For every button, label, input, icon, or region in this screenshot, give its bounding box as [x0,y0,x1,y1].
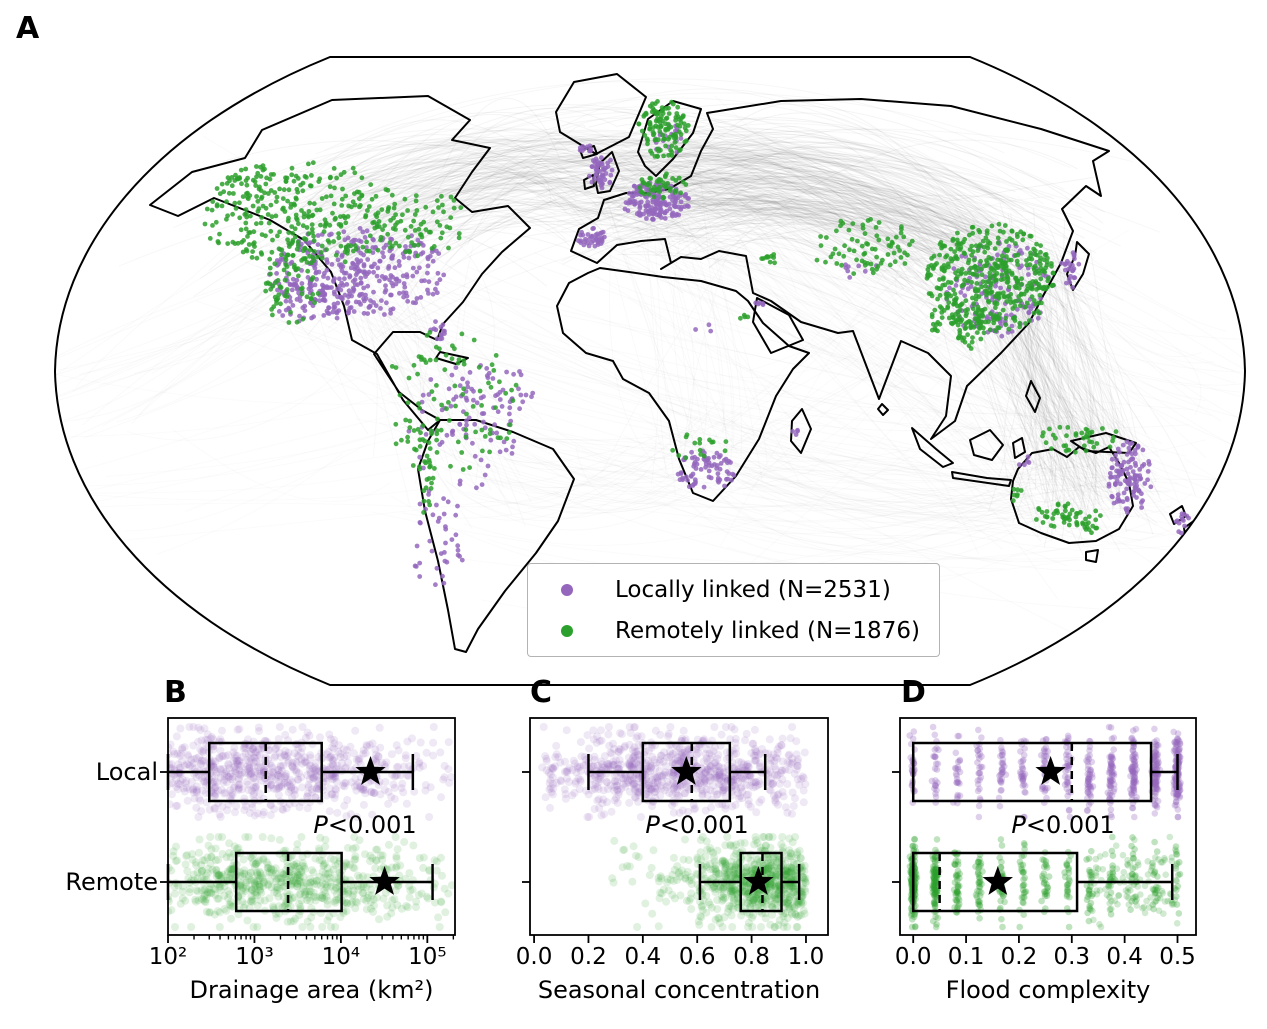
flood_complexity-axis-title: Flood complexity [945,976,1151,1004]
legend-label-remote: Remotely linked (N=1876) [615,617,920,644]
x-tick-label: 10² [148,944,188,970]
map-legend: Locally linked (N=2531) Remotely linked … [527,563,940,657]
drainage_area-plot-svg [160,717,456,943]
x-tick-label: 0.2 [1000,944,1038,970]
mean-star-marker [1035,756,1066,785]
drainage_area-axis-title: Drainage area (km²) [189,976,434,1004]
mean-star-marker [369,866,400,895]
legend-item-local: Locally linked (N=2531) [528,573,939,606]
row-label-local: Local [95,758,158,786]
mean-star-marker [743,866,774,895]
map-outline [53,56,1247,686]
p-value-annotation-b: P<0.001 [313,811,417,839]
seasonal_concentration-remote-box [698,851,801,913]
seasonal_concentration-x-ticks [522,771,807,943]
flood_complexity-local-box [911,741,1179,803]
p-value-annotation-d: P<0.001 [1011,811,1115,839]
local-dot-swatch [561,583,573,596]
panel-b-boxplot: 10² 10³ 10⁴ 10⁵ Drainage area (km²) [149,717,456,1003]
x-tick-label: 0.1 [947,944,985,970]
drainage_area-scatter [168,723,455,931]
x-tick-label: 0.6 [678,944,716,970]
flood_complexity-x-ticks [892,771,1179,943]
p-value-annotation-c: P<0.001 [645,811,749,839]
remotely-linked-points [202,99,1119,536]
x-tick-label: 10³ [235,944,274,970]
flood_complexity-remote-box [911,851,1174,913]
x-tick-label: 1.0 [787,944,825,970]
x-tick-label: 0.4 [624,944,662,970]
mean-star-marker [355,756,386,785]
panel-c-boxplot: 0.0 0.2 0.4 0.6 0.8 1.0 Seasonal concentration [516,717,829,1003]
x-tick-label: 0.0 [515,944,553,970]
mean-star-marker [671,756,702,785]
panel-d-boxplot: 0.0 0.1 0.2 0.3 0.4 0.5 Flood complexity [892,717,1197,1003]
seasonal_concentration-frame [529,717,829,936]
legend-label-local: Locally linked (N=2531) [615,576,891,603]
panel-d-label: D [901,675,926,710]
panel-c-label: C [530,675,553,710]
x-tick-label: 0.0 [894,944,932,970]
x-tick-label: 0.8 [733,944,770,970]
x-tick-label: 0.2 [570,944,607,970]
x-tick-label: 10⁵ [408,944,447,970]
flood_complexity-frame [899,717,1197,936]
seasonal_concentration-local-box [587,741,767,803]
seasonal_concentration-axis-title: Seasonal concentration [537,976,821,1004]
drainage_area-x-ticks [160,771,455,943]
panel-a-label: A [16,11,40,46]
x-tick-label: 10⁴ [321,944,361,970]
x-tick-label: 0.5 [1159,944,1196,970]
x-tick-label: 0.4 [1106,944,1143,970]
x-tick-label: 0.3 [1053,944,1091,970]
remote-dot-swatch [561,624,573,637]
row-label-remote: Remote [65,868,158,896]
locally-linked-points [267,123,1194,588]
mean-star-marker [982,866,1013,895]
seasonal_concentration-plot-svg [522,717,829,943]
legend-item-remote: Remotely linked (N=1876) [528,614,939,647]
drainage_area-frame [167,717,456,936]
panel-b-label: B [164,675,187,710]
flood_complexity-plot-svg [892,717,1197,943]
